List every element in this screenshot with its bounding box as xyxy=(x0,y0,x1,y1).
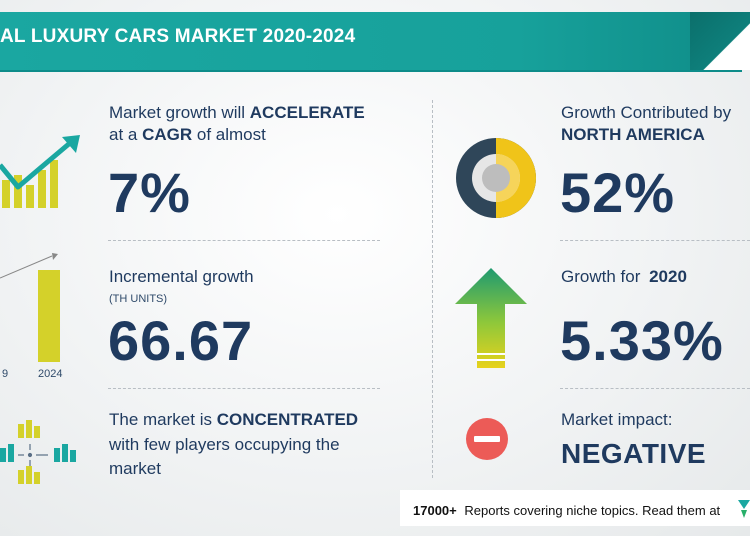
yoy-year: 2020 xyxy=(649,267,687,286)
impact-label: Market impact: xyxy=(561,410,673,429)
divider-left-1 xyxy=(108,240,380,241)
divider-right-2 xyxy=(560,388,750,389)
incremental-unit: (TH UNITS) xyxy=(109,293,168,305)
incremental-label: Incremental growth xyxy=(109,267,254,286)
footer-text: Reports covering niche topics. Read them… xyxy=(464,503,721,518)
donut-chart-icon xyxy=(456,138,536,218)
growth-line-1-text: Market growth will xyxy=(109,103,246,122)
concentration-line-1-text: The market is xyxy=(109,410,212,429)
concentration-line-3: market xyxy=(109,459,161,478)
brand-logo-icon xyxy=(738,500,750,518)
region-name: NORTH AMERICA xyxy=(561,125,705,144)
up-arrow-icon xyxy=(455,268,527,368)
concentration-line-1: The market is CONCENTRATED xyxy=(109,410,358,430)
growth-accelerate: ACCELERATE xyxy=(249,103,365,122)
growth-line-1: Market growth will ACCELERATE xyxy=(109,103,365,123)
market-network-icon xyxy=(0,420,76,484)
header-banner-corner xyxy=(690,12,750,70)
yoy-label: Growth for xyxy=(561,267,641,286)
growth-cagr: CAGR xyxy=(142,125,193,144)
axis-label-start: 9 xyxy=(2,368,9,380)
page-title: AL LUXURY CARS MARKET 2020-2024 xyxy=(0,26,356,47)
trend-chart-icon xyxy=(0,135,80,208)
region-line-1: Growth Contributed by xyxy=(561,103,732,122)
center-divider xyxy=(432,100,433,478)
minus-circle-icon xyxy=(466,418,508,460)
footer-line: 17000+ Reports covering niche topics. Re… xyxy=(413,503,720,518)
header-banner xyxy=(0,12,742,70)
region-share-value: 52% xyxy=(560,161,676,224)
yoy-line: Growth for 2020 xyxy=(561,267,687,287)
axis-label-end: 2024 xyxy=(38,368,63,380)
cagr-value: 7% xyxy=(108,161,191,224)
footer-bar xyxy=(400,490,750,526)
concentration-line-2: with few players occupying the xyxy=(109,435,340,454)
divider-left-2 xyxy=(108,388,380,389)
yoy-value: 5.33% xyxy=(560,309,724,372)
impact-value: NEGATIVE xyxy=(561,438,707,469)
concentration-emphasis: CONCENTRATED xyxy=(216,410,359,429)
bar-chart-icon xyxy=(0,253,60,362)
incremental-value: 66.67 xyxy=(108,309,254,372)
growth-line-2-text: at a xyxy=(109,125,138,144)
growth-line-2: at a CAGR of almost xyxy=(109,125,266,145)
growth-line-2-suffix: of almost xyxy=(196,125,266,144)
footer-count: 17000+ xyxy=(413,503,457,518)
divider-right-1 xyxy=(560,240,750,241)
